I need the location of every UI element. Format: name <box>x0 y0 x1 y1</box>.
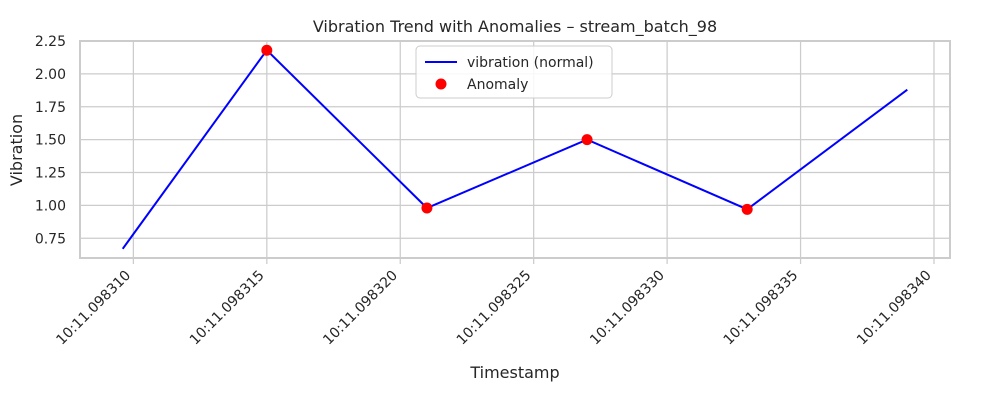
plot-frame <box>79 40 951 259</box>
y-tick-label: 2.25 <box>35 34 66 50</box>
anomaly-point <box>581 134 593 146</box>
y-tick-labels: 0.75 1.00 1.25 1.50 1.75 2.00 2.25 <box>35 34 66 247</box>
x-tick-label: 10:11.098340 <box>854 268 935 349</box>
anomaly-point <box>261 44 273 56</box>
series-lines <box>121 48 908 250</box>
y-tick-label: 2.00 <box>35 67 66 83</box>
x-tick-label: 10:11.098315 <box>187 268 268 349</box>
x-tick-label: 10:11.098335 <box>721 268 802 349</box>
y-tick-label: 1.25 <box>35 166 66 182</box>
x-tick-label: 10:11.098330 <box>587 268 668 349</box>
x-tick-label: 10:11.098310 <box>53 268 134 349</box>
legend-label-anomaly: Anomaly <box>467 77 528 93</box>
legend: vibration (normal) Anomaly <box>415 45 613 99</box>
x-tick-label: 10:11.098320 <box>320 268 401 349</box>
chart-title: Vibration Trend with Anomalies – stream_… <box>313 17 717 37</box>
y-axis-label: Vibration <box>7 114 26 186</box>
y-tick-label: 1.00 <box>35 198 66 214</box>
vibration-line <box>121 48 908 250</box>
y-tick-label: 1.75 <box>35 100 66 116</box>
x-axis-label: Timestamp <box>469 363 559 382</box>
x-tick-labels: 10:11.098310 10:11.098315 10:11.098320 10:1… <box>53 268 934 349</box>
anomaly-point <box>421 202 433 214</box>
legend-anomaly-swatch <box>435 78 447 90</box>
legend-box <box>415 45 613 99</box>
y-tick-label: 1.50 <box>35 133 66 149</box>
anomaly-point <box>741 203 753 215</box>
x-tick-label: 10:11.098325 <box>454 268 535 349</box>
anomaly-points <box>261 44 753 215</box>
y-tick-label: 0.75 <box>35 231 66 247</box>
legend-label-normal: vibration (normal) <box>467 55 594 71</box>
